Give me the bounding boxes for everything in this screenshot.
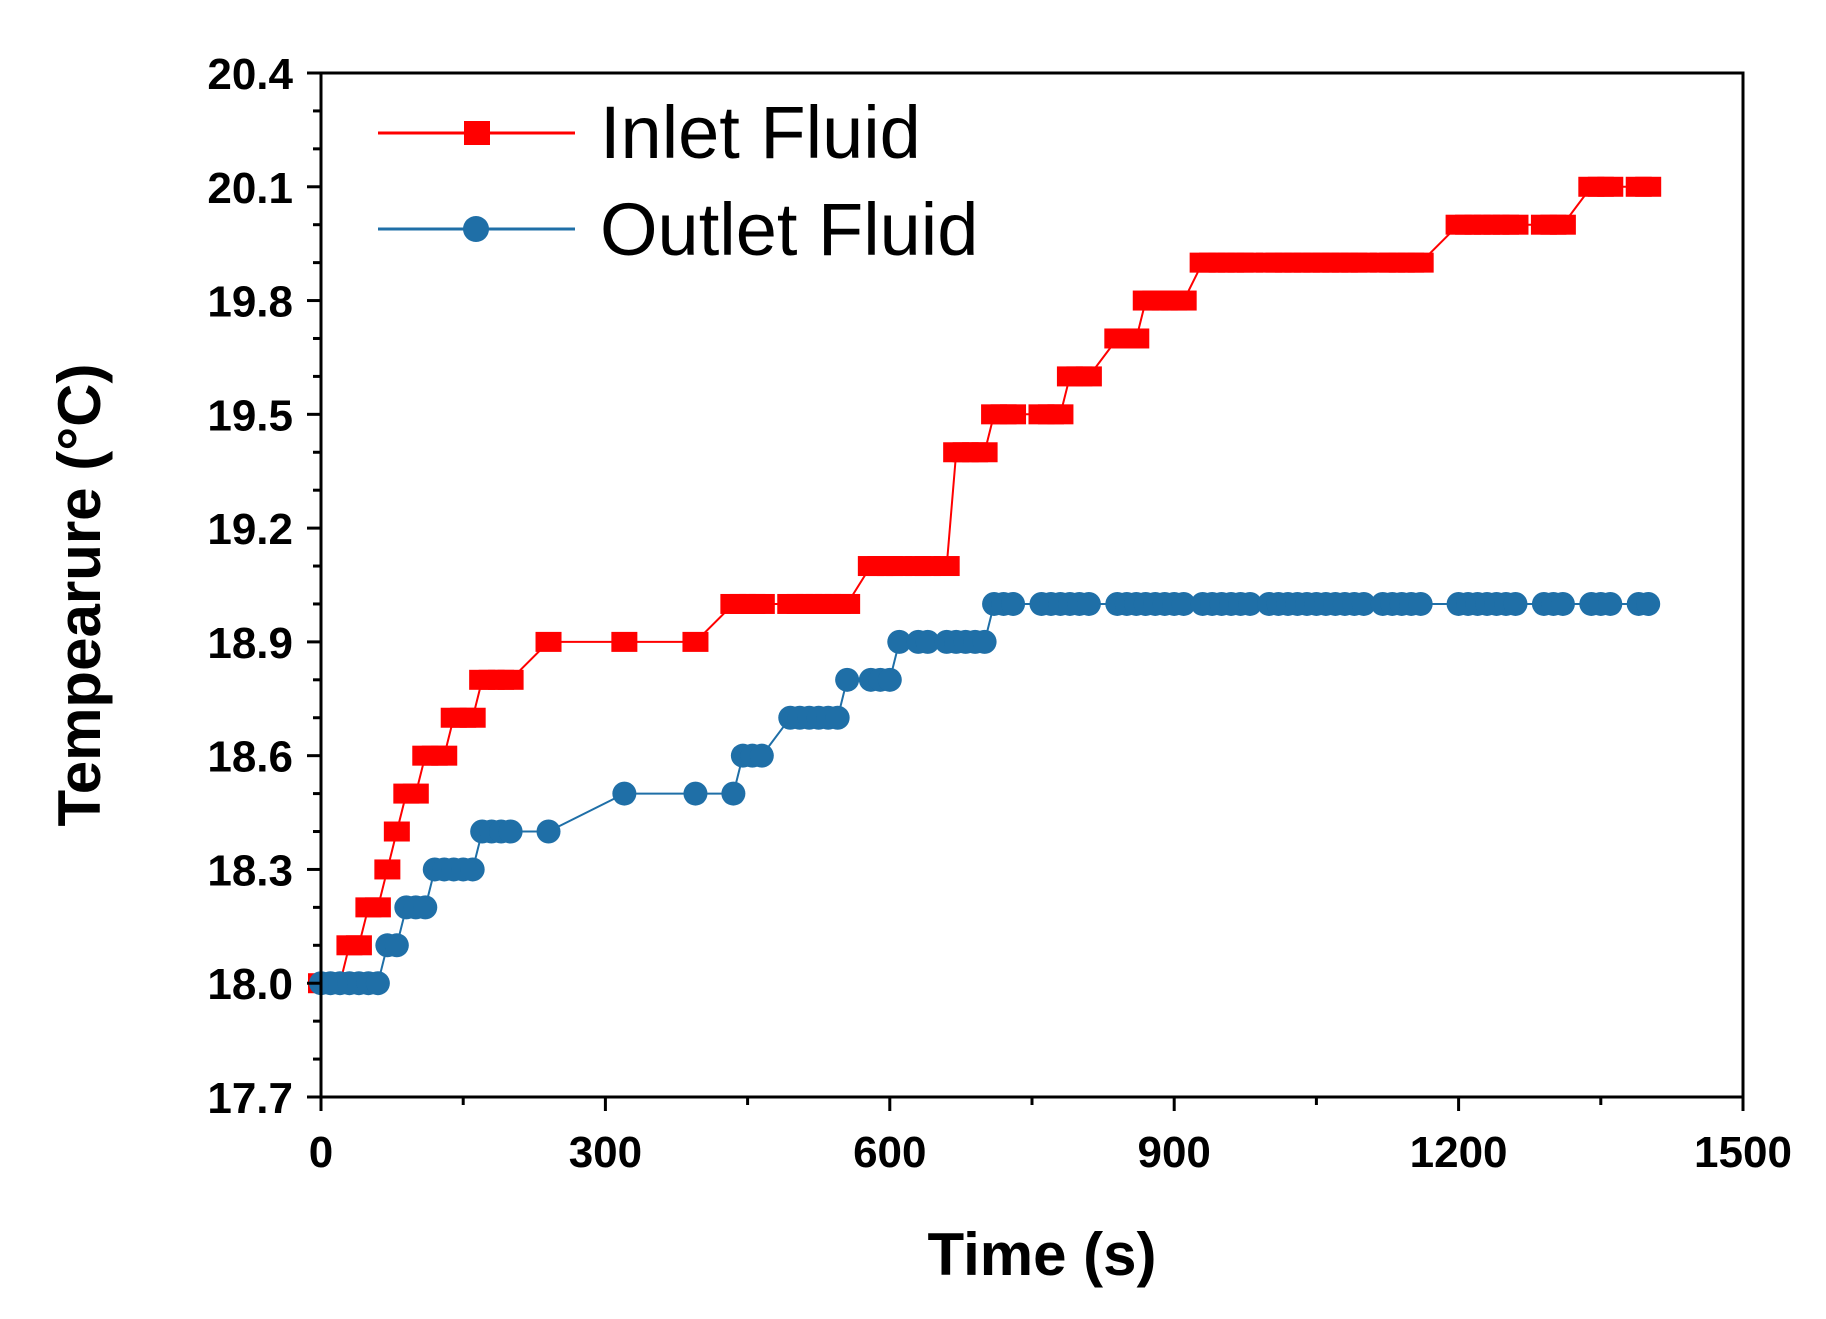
data-point	[1351, 591, 1376, 616]
series-line	[321, 185, 1649, 985]
data-point	[383, 821, 410, 842]
data-point	[498, 819, 523, 844]
series-outlet	[309, 591, 1661, 996]
data-point	[887, 629, 912, 654]
data-point	[1598, 591, 1623, 616]
data-point	[1047, 404, 1074, 425]
data-point	[536, 819, 561, 844]
data-point	[535, 631, 562, 652]
data-point	[834, 593, 861, 614]
x-axis-title: Time (s)	[928, 1221, 1157, 1288]
data-point	[365, 971, 390, 996]
data-point	[1076, 591, 1101, 616]
data-point	[972, 629, 997, 654]
x-tick-label: 1500	[1694, 1128, 1792, 1177]
data-point	[1550, 591, 1575, 616]
plot-frame	[319, 71, 1745, 1099]
data-point	[933, 556, 960, 577]
series-layer	[308, 176, 1662, 996]
legend-marker-inlet	[464, 121, 490, 145]
x-tick-label: 300	[569, 1128, 642, 1177]
data-point	[612, 781, 637, 806]
data-point	[384, 933, 409, 958]
data-point	[1502, 214, 1529, 235]
data-point	[364, 897, 391, 918]
series-line	[321, 603, 1649, 985]
data-point	[877, 667, 902, 692]
data-point	[1238, 591, 1263, 616]
data-point	[835, 667, 860, 692]
data-point	[1075, 366, 1102, 387]
data-point	[459, 707, 486, 728]
data-point	[402, 783, 429, 804]
y-tick-label: 19.5	[207, 391, 293, 440]
axes-layer: 0 300 600 900 1200 1500 17.7 18.0 18.3 18.6 18.9 19…	[207, 50, 1792, 1177]
data-point	[345, 935, 372, 956]
data-point	[1635, 176, 1662, 197]
y-tick-label: 18.3	[207, 846, 293, 895]
legend-label-outlet: Outlet Fluid	[600, 188, 978, 271]
y-tick-label: 18.9	[207, 619, 293, 668]
data-point	[1408, 591, 1433, 616]
data-point	[460, 857, 485, 882]
data-point	[497, 669, 524, 690]
data-point	[1407, 252, 1434, 273]
data-point	[413, 895, 438, 920]
y-tick-label: 19.2	[207, 505, 293, 554]
data-point	[1503, 591, 1528, 616]
data-point	[682, 631, 709, 652]
data-point	[1001, 591, 1026, 616]
data-point	[683, 781, 708, 806]
y-axis-title: Tempearure (°C)	[46, 364, 113, 827]
legend-label-inlet: Inlet Fluid	[600, 91, 921, 174]
data-point	[1171, 591, 1196, 616]
data-point	[611, 631, 638, 652]
data-point	[1597, 176, 1624, 197]
data-point	[825, 705, 850, 730]
data-point	[749, 743, 774, 768]
data-point	[1123, 328, 1150, 349]
y-tick-label: 20.1	[207, 164, 293, 213]
y-tick-label: 17.7	[207, 1074, 293, 1123]
y-tick-label: 18.6	[207, 733, 293, 782]
x-tick-label: 0	[309, 1128, 333, 1177]
data-point	[971, 442, 998, 463]
x-tick-label: 900	[1137, 1128, 1210, 1177]
data-point	[1636, 591, 1661, 616]
data-point	[915, 629, 940, 654]
y-tick-label: 18.0	[207, 960, 293, 1009]
x-tick-label: 1200	[1410, 1128, 1508, 1177]
legend-marker-outlet	[463, 216, 489, 242]
data-point	[721, 781, 746, 806]
legend: Inlet Fluid Outlet Fluid	[378, 91, 978, 271]
x-tick-label: 600	[853, 1128, 926, 1177]
data-point	[431, 745, 458, 766]
y-tick-label: 20.4	[207, 50, 293, 99]
series-inlet	[308, 176, 1662, 994]
y-tick-label: 19.8	[207, 278, 293, 327]
data-point	[1549, 214, 1576, 235]
data-point	[1000, 404, 1027, 425]
data-point	[374, 859, 401, 880]
data-point	[748, 593, 775, 614]
data-point	[1170, 290, 1197, 311]
